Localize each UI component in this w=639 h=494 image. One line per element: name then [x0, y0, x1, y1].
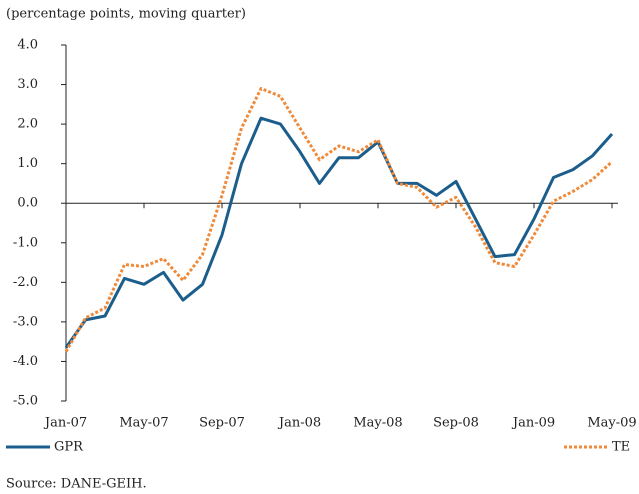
x-tick-label: May-09	[587, 416, 636, 431]
y-tick-label: 2.0	[17, 117, 38, 132]
y-tick-label: 3.0	[17, 77, 38, 92]
legend-label: TE	[612, 440, 630, 455]
y-tick-label: 4.0	[17, 38, 38, 53]
legend-label: GPR	[54, 440, 84, 455]
source-note: Source: DANE-GEIH.	[6, 477, 147, 492]
y-tick-label: -1.0	[13, 235, 38, 250]
y-tick-label: 0.0	[17, 196, 38, 211]
y-tick-label: -2.0	[13, 275, 38, 290]
x-tick-label: May-08	[353, 416, 402, 431]
line-series	[64, 87, 614, 353]
chart-subtitle: (percentage points, moving quarter)	[6, 7, 246, 22]
y-tick-label: -4.0	[13, 354, 38, 369]
x-tick-label: Sep-08	[433, 416, 479, 431]
x-tick-label: Jan-07	[43, 416, 87, 431]
y-tick-label: 1.0	[17, 156, 38, 171]
y-tick-label: -5.0	[13, 394, 38, 409]
x-tick-label: Sep-07	[199, 416, 245, 431]
x-tick-label: May-07	[119, 416, 168, 431]
x-tick-label: Jan-08	[277, 416, 321, 431]
y-tick-label: -3.0	[13, 314, 38, 329]
x-tick-label: Jan-09	[511, 416, 555, 431]
line-series	[64, 116, 614, 349]
